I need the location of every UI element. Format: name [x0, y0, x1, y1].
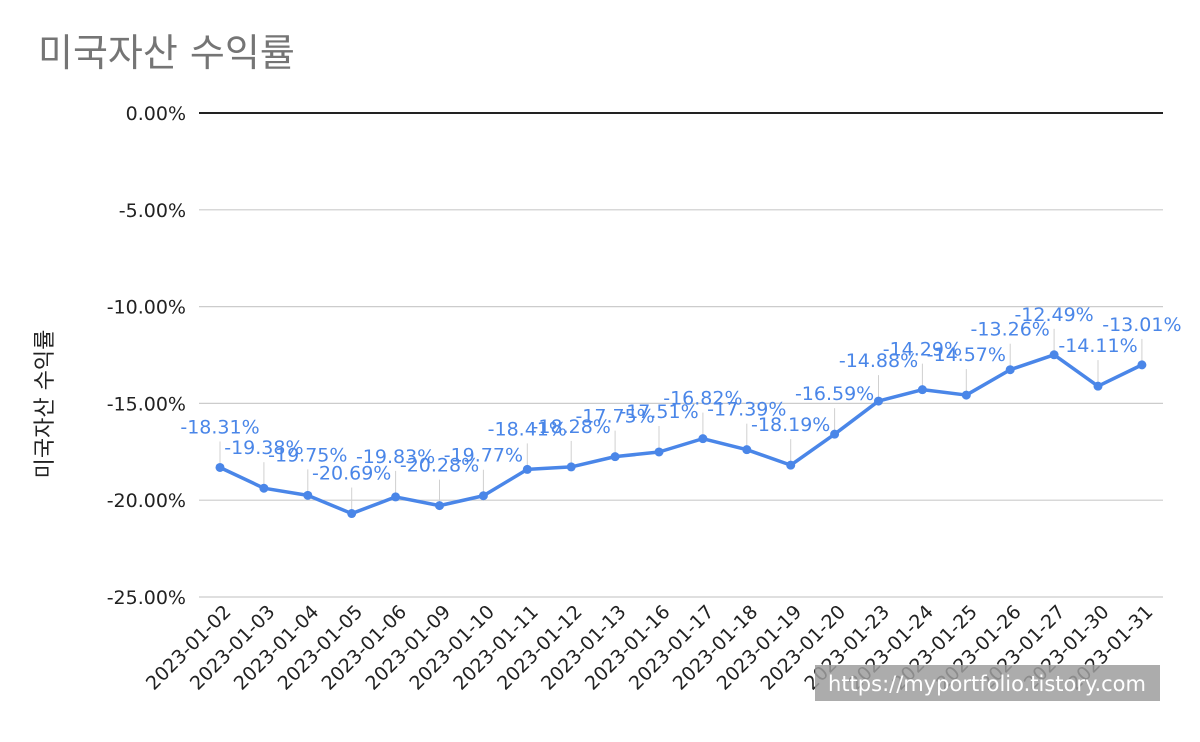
data-point	[742, 445, 752, 455]
data-point	[1093, 381, 1103, 391]
data-label: -18.28%	[532, 416, 611, 438]
y-tick-label: -5.00%	[119, 200, 186, 222]
data-point	[874, 396, 883, 406]
data-point	[259, 483, 269, 493]
y-tick-label: 0.00%	[126, 103, 186, 125]
watermark-text: https://myportfolio.tistory.com	[828, 672, 1146, 696]
data-label: -13.01%	[1102, 314, 1181, 336]
data-label: -17.75%	[575, 406, 654, 428]
data-label: -16.59%	[795, 383, 874, 405]
data-point	[566, 462, 576, 472]
data-label: -19.83%	[356, 446, 435, 468]
data-label: -14.29%	[883, 339, 962, 361]
data-point	[610, 452, 620, 462]
data-label: -19.77%	[444, 445, 523, 467]
data-label: -18.19%	[751, 414, 830, 436]
data-label: -20.28%	[400, 455, 479, 477]
data-label: -17.39%	[707, 399, 786, 421]
data-point	[1005, 365, 1015, 375]
data-point	[435, 501, 444, 511]
data-label: -16.82%	[663, 388, 742, 410]
data-point	[522, 464, 532, 474]
data-label: -13.26%	[971, 319, 1050, 341]
data-point	[391, 492, 401, 502]
data-point	[1049, 350, 1059, 360]
data-label: -19.75%	[268, 444, 347, 466]
y-axis-label: 미국자산 수익률	[33, 330, 58, 479]
gridlines	[199, 112, 1163, 598]
data-label: -20.69%	[312, 463, 391, 485]
data-label: -14.11%	[1058, 335, 1137, 357]
data-point	[961, 390, 971, 400]
data-point	[347, 509, 357, 519]
data-label: -14.57%	[927, 344, 1006, 366]
data-point	[1137, 360, 1147, 370]
data-points	[215, 350, 1147, 519]
data-point	[478, 491, 488, 501]
series-line-layer	[218, 353, 1144, 516]
data-point	[303, 490, 313, 500]
data-point	[654, 447, 664, 457]
y-tick-label: -25.00%	[107, 587, 186, 609]
y-tick-label: -20.00%	[107, 490, 186, 512]
series-line	[218, 353, 1144, 516]
data-label: -18.31%	[180, 416, 259, 438]
data-point	[786, 460, 796, 470]
data-label: -12.49%	[1014, 304, 1093, 326]
data-label: -17.51%	[619, 401, 698, 423]
data-point	[917, 385, 927, 395]
data-point	[215, 462, 225, 472]
value-drop-lines	[219, 328, 1143, 510]
data-point	[698, 434, 708, 444]
y-axis-ticks: 0.00% -5.00% -10.00% -15.00% -20.00% -25.00%	[107, 103, 186, 609]
data-point	[830, 429, 840, 439]
data-label: -19.38%	[224, 437, 303, 459]
watermark-box	[815, 665, 1160, 701]
y-tick-label: -15.00%	[107, 393, 186, 415]
y-tick-label: -10.00%	[107, 297, 186, 319]
data-label: -14.88%	[839, 350, 918, 372]
data-label: -18.41%	[488, 418, 567, 440]
chart-title: 미국자산 수익률	[38, 31, 295, 75]
data-labels: -18.31%-19.38%-19.75%-20.69%-19.83%-20.2…	[180, 304, 1181, 485]
